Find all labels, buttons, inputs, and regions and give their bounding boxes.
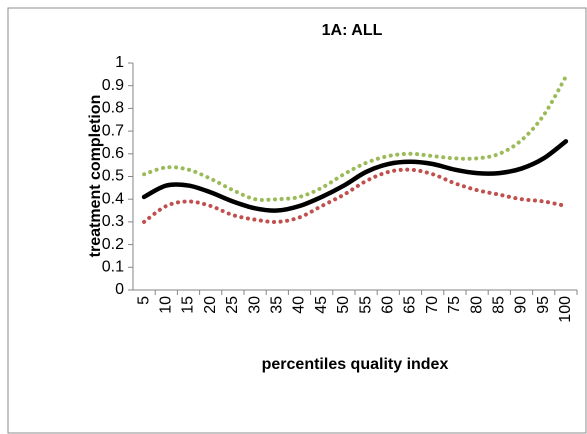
series-line — [141, 139, 569, 213]
y-tick-label: 0.6 — [102, 145, 124, 162]
x-tick-label: 50 — [335, 296, 352, 314]
x-tick-label: 5 — [135, 296, 152, 305]
x-tick-label: 95 — [535, 296, 552, 314]
x-tick-label: 20 — [202, 296, 219, 314]
x-tick-label: 60 — [380, 296, 397, 314]
x-tick-label: 75 — [446, 296, 463, 314]
x-tick-label: 65 — [402, 296, 419, 314]
x-tick-label: 80 — [468, 296, 485, 314]
y-tick-label: 0.5 — [102, 168, 124, 185]
x-tick-label: 70 — [424, 296, 441, 314]
x-tick-label: 100 — [557, 296, 574, 323]
x-tick-label: 10 — [158, 296, 175, 314]
x-tick-label: 45 — [313, 296, 330, 314]
y-tick-label: 0.9 — [102, 77, 124, 94]
x-tick-label: 30 — [246, 296, 263, 314]
y-tick-label: 0.4 — [102, 190, 124, 207]
y-tick-label: 0.2 — [102, 236, 124, 253]
y-tick-label: 0.1 — [102, 259, 124, 276]
x-tick-label: 35 — [269, 296, 286, 314]
x-tick-label: 90 — [513, 296, 530, 314]
y-tick-label: 0.7 — [102, 122, 124, 139]
chart-title: 1A: ALL — [322, 22, 383, 39]
series-line — [142, 167, 568, 224]
x-tick-label: 25 — [224, 296, 241, 314]
x-tick-label: 15 — [180, 296, 197, 314]
y-tick-label: 0.8 — [102, 100, 124, 117]
x-tick-label: 85 — [491, 296, 508, 314]
x-axis-label: percentiles quality index — [262, 356, 449, 373]
y-tick-label: 0 — [115, 281, 124, 298]
y-tick-label: 0.3 — [102, 213, 124, 230]
y-tick-label: 1 — [115, 54, 124, 71]
chart-border — [7, 7, 587, 434]
x-tick-label: 55 — [357, 296, 374, 314]
y-axis-label: treatment completion — [87, 95, 104, 258]
x-tick-label: 40 — [291, 296, 308, 314]
series-line — [142, 74, 568, 202]
